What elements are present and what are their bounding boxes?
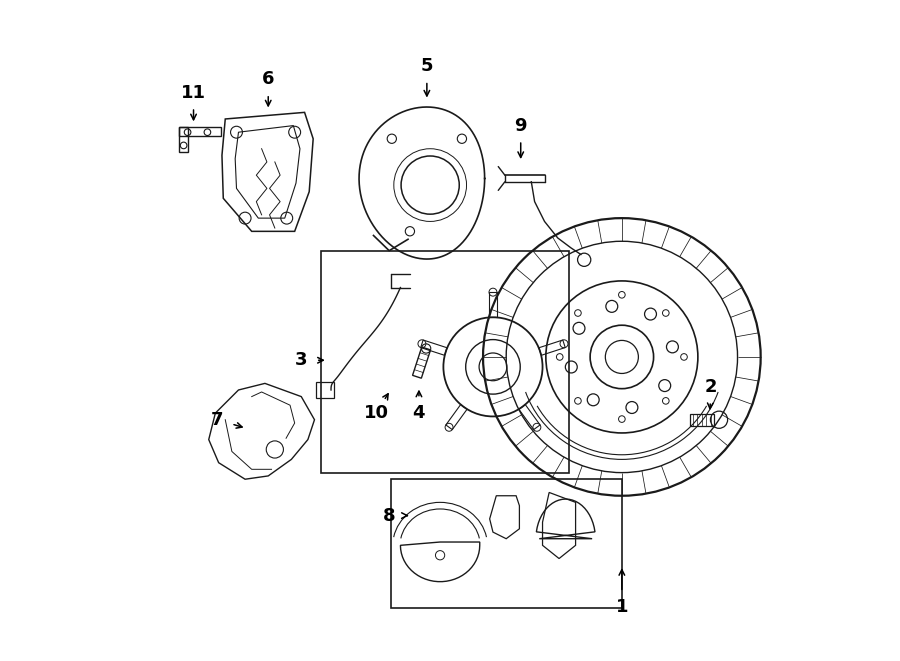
- Text: 11: 11: [181, 83, 206, 102]
- Bar: [321, 251, 569, 473]
- Bar: [391, 479, 622, 608]
- Text: 8: 8: [382, 506, 395, 525]
- Text: 7: 7: [212, 410, 223, 429]
- Text: 5: 5: [420, 57, 433, 75]
- Text: 2: 2: [705, 377, 717, 396]
- Text: 4: 4: [413, 404, 425, 422]
- Text: 10: 10: [364, 404, 389, 422]
- Text: 6: 6: [262, 70, 274, 89]
- Text: 9: 9: [515, 116, 527, 135]
- Text: 3: 3: [295, 351, 308, 369]
- Text: 1: 1: [616, 598, 628, 616]
